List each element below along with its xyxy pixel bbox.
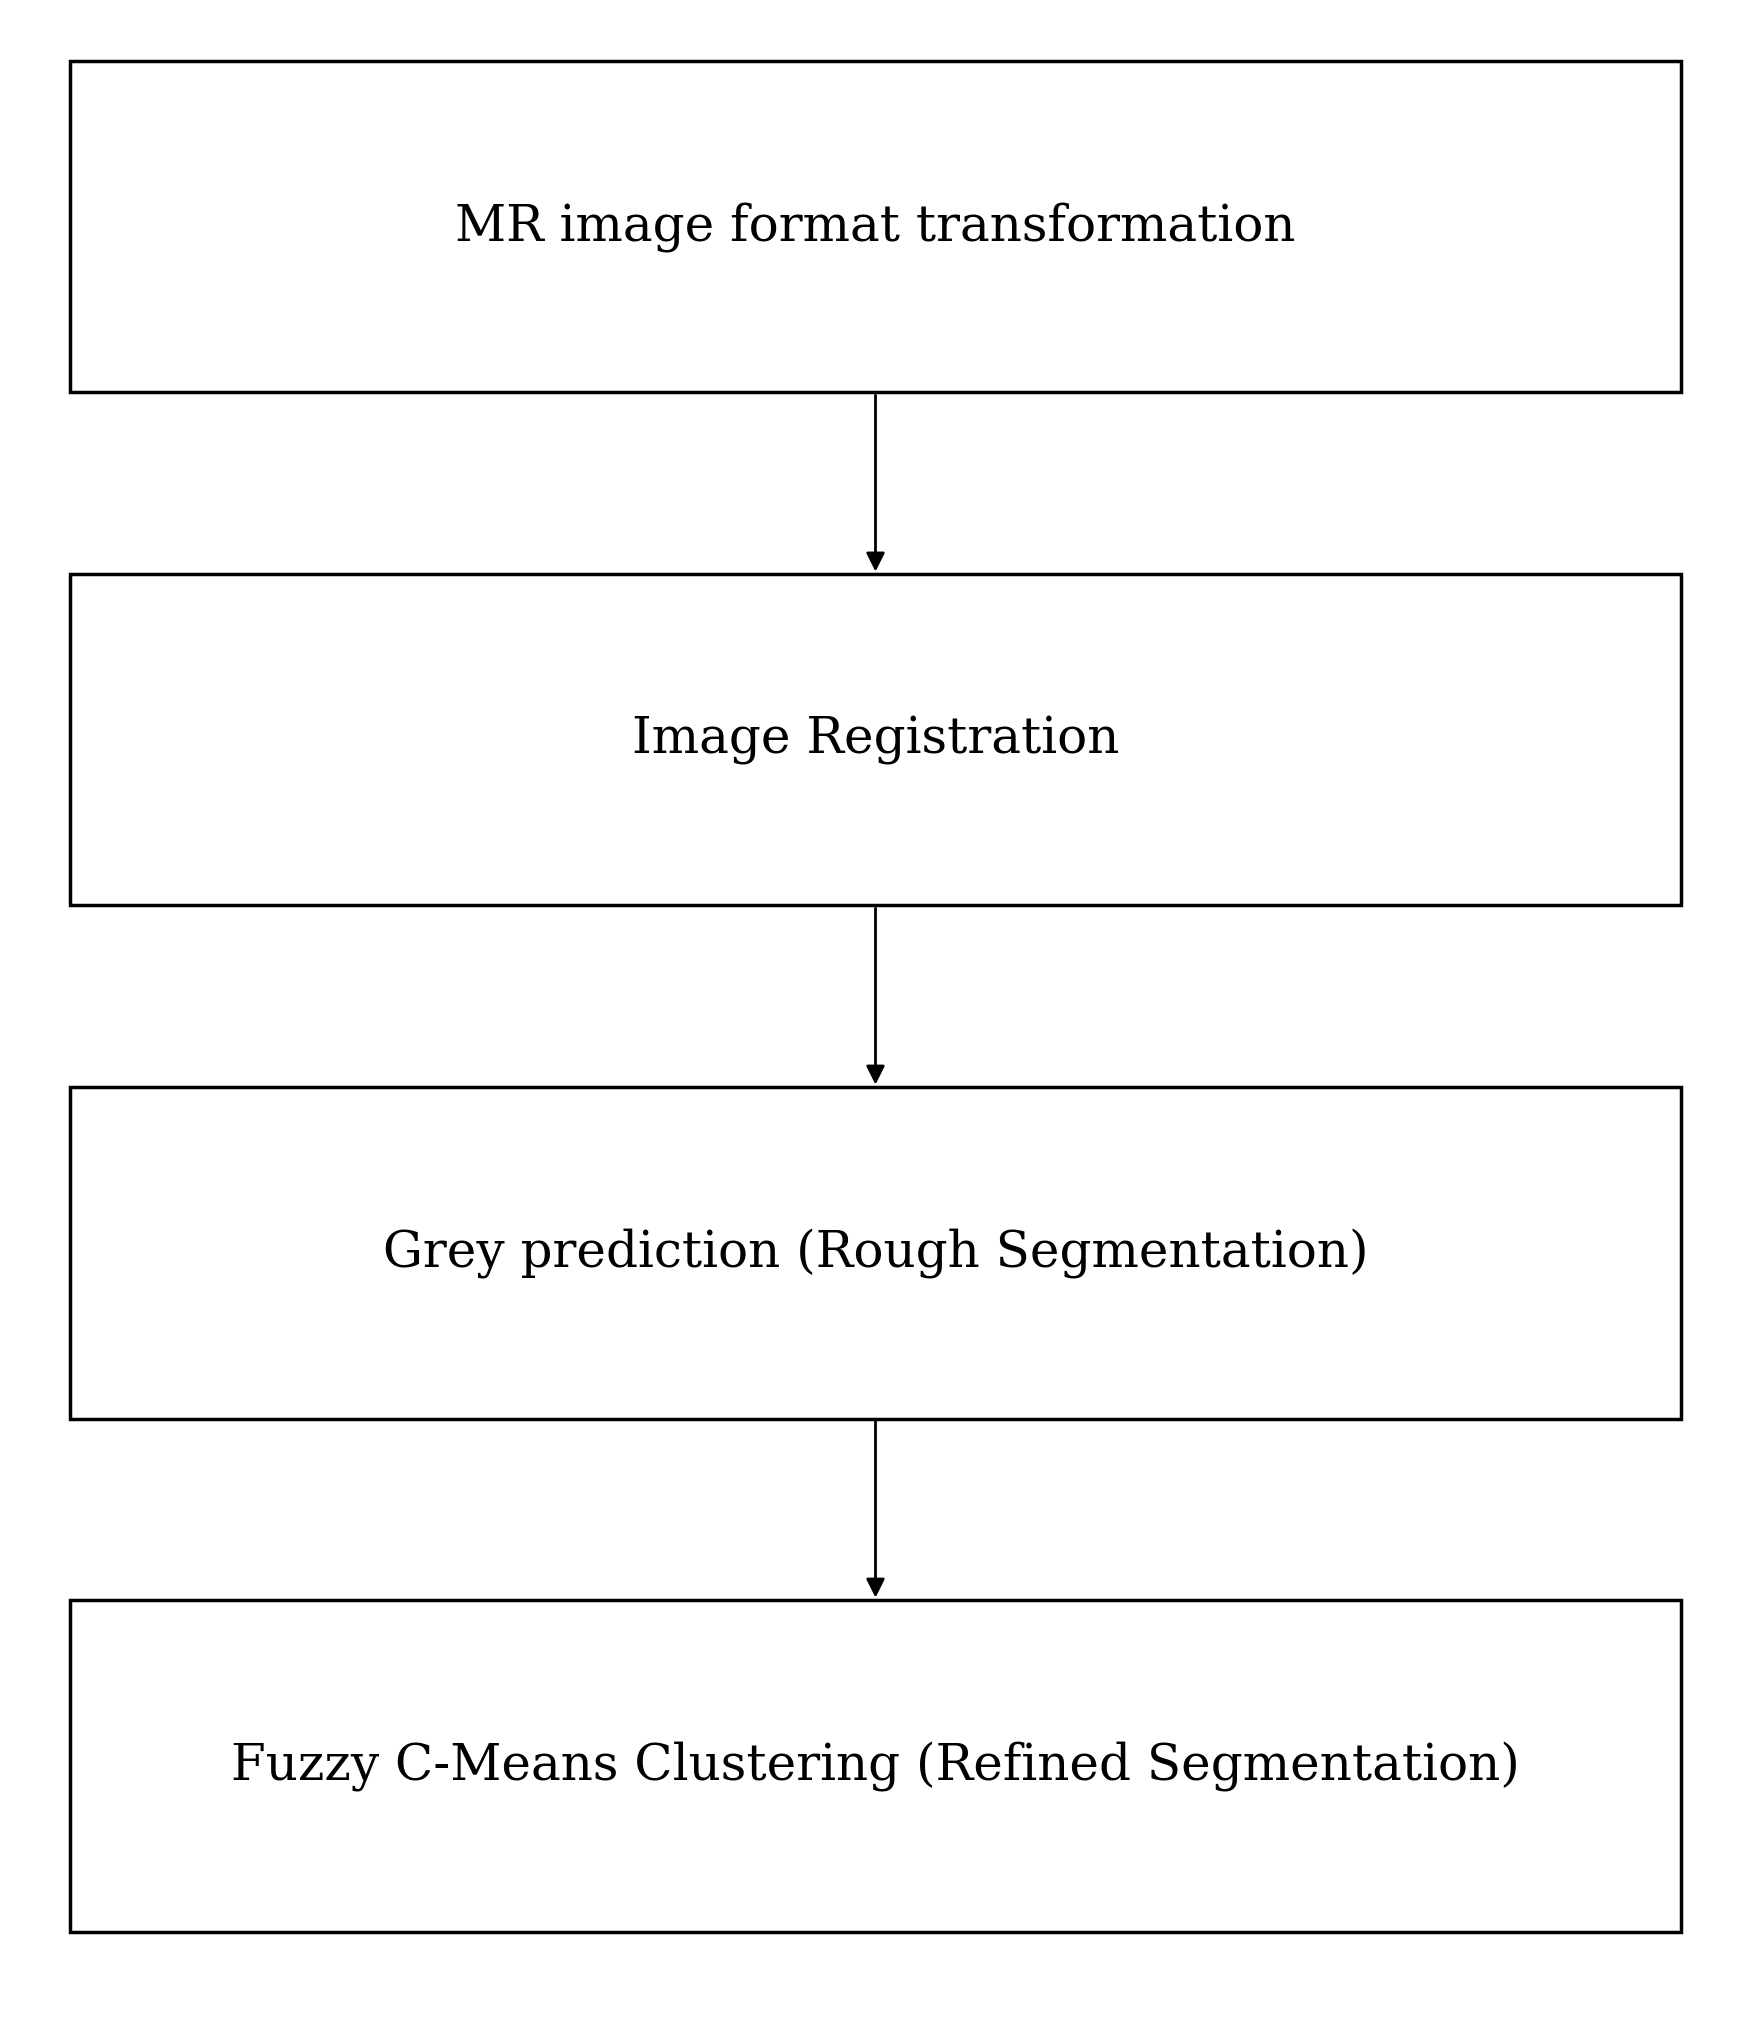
- Text: Grey prediction (Rough Segmentation): Grey prediction (Rough Segmentation): [383, 1228, 1368, 1278]
- FancyBboxPatch shape: [70, 1087, 1681, 1419]
- Text: Fuzzy C-Means Clustering (Refined Segmentation): Fuzzy C-Means Clustering (Refined Segmen…: [231, 1741, 1520, 1791]
- FancyBboxPatch shape: [70, 61, 1681, 392]
- FancyBboxPatch shape: [70, 1600, 1681, 1932]
- Text: MR image format transformation: MR image format transformation: [455, 202, 1296, 251]
- FancyBboxPatch shape: [70, 574, 1681, 905]
- Text: Image Registration: Image Registration: [632, 715, 1119, 764]
